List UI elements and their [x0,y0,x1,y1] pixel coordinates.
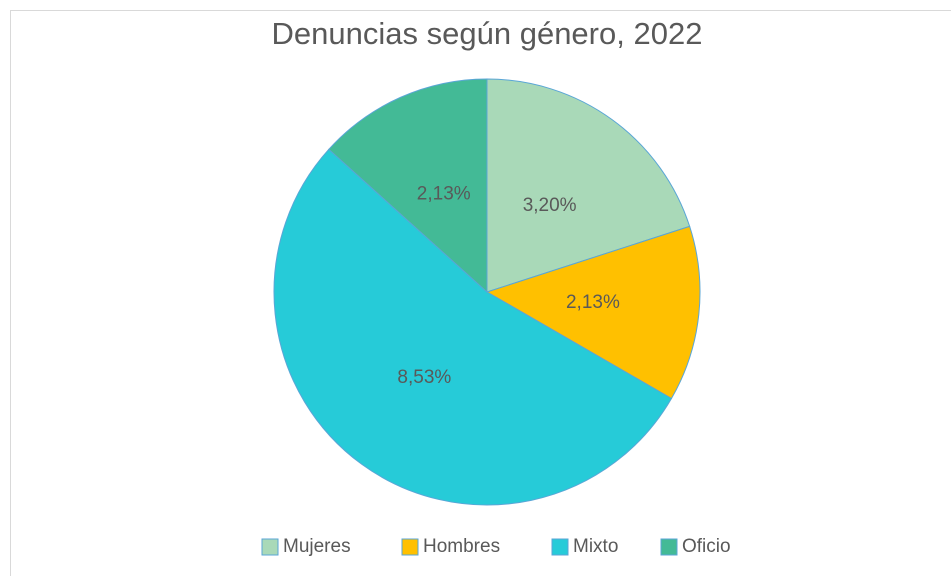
legend-label: Mixto [573,536,618,557]
pie-slice [486,78,691,293]
legend-label: Mujeres [283,536,351,557]
data-label: 3,20% [523,195,577,216]
data-label: 8,53% [397,367,451,388]
pie-slice [485,225,701,400]
legend-swatch [660,538,678,556]
data-label: 2,13% [566,292,620,313]
legend-label: Hombres [423,536,500,557]
pie-slice [328,78,488,294]
pie-slice [273,148,673,506]
legend-swatch [401,538,419,556]
legend-label: Oficio [682,536,731,557]
chart-title: Denuncias según género, 2022 [272,16,703,51]
legend-swatch [261,538,279,556]
data-label: 2,13% [417,184,471,205]
legend-swatch [551,538,569,556]
